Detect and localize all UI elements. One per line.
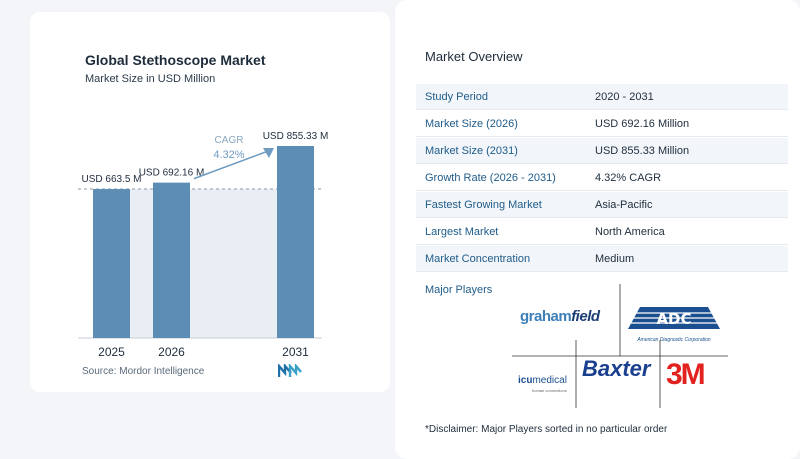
overview-row-value: Asia-Pacific [595,199,653,211]
graham-field-logo-text-1: graham [520,308,572,325]
overview-row-label: Growth Rate (2026 - 2031) [425,172,556,184]
overview-row-label: Study Period [425,91,488,103]
overview-row-value: USD 855.33 Million [595,145,690,157]
overview-title: Market Overview [425,49,523,64]
overview-row-value: 4.32% CAGR [595,172,662,184]
overview-row-value: North America [595,226,665,238]
adc-logo-text: ADC [656,310,691,328]
disclaimer: *Disclaimer: Major Players sorted in no … [425,424,668,435]
cagr-arrow-head [263,148,274,158]
x-tick-2031: 2031 [282,345,309,359]
overview-row-value: Medium [595,253,635,265]
overview-card [395,0,800,459]
overview-row-value: 2020 - 2031 [595,91,654,103]
baxter-logo-text: Baxter [582,356,651,381]
x-tick-2026: 2026 [158,345,185,359]
baxter-logo: Baxter [582,356,650,382]
forecast-shade [130,189,277,338]
bar-2026 [153,182,190,338]
overview-row-label: Fastest Growing Market [425,199,542,211]
3m-logo-text: 3M [666,358,706,391]
chart-subtitle: Market Size in USD Million [85,73,216,85]
overview-row: Market Concentration Medium [416,246,788,272]
3m-logo: 3M [666,358,706,392]
mordor-logo-icon [278,364,302,377]
chart-title: Global Stethoscope Market [85,52,266,68]
overview-row-label: Market Size (2026) [425,118,518,130]
graham-field-logo-text-2: field [571,308,600,325]
overview-row-label: Market Concentration [425,253,531,265]
icu-logo-text-1: icu [518,375,533,386]
cagr-arrow [193,149,272,180]
value-label-2031: USD 855.33 M [263,131,329,142]
cagr-label: CAGR [215,135,244,146]
bar-2031 [277,146,314,338]
value-label-2025: USD 663.5 M [81,174,141,185]
overview-row: Largest Market North America [416,219,788,245]
icu-caption: human connections [532,388,567,393]
bar-2025 [93,189,130,338]
adc-logo: ADC American Diagnostic Corporation [626,305,722,343]
graham-field-logo: grahamfield [520,308,600,326]
bar-chart: USD 663.5 M 2025 USD 692.16 M 2026 USD 855.3… [78,131,329,359]
overview-row: Market Size (2026) USD 692.16 Million [416,111,788,137]
logo-grid [512,284,728,408]
overview-row-label: Largest Market [425,226,499,238]
adc-caption: American Diagnostic Corporation [637,337,711,343]
overview-row: Study Period 2020 - 2031 [416,84,788,110]
overview-row: Market Size (2031) USD 855.33 Million [416,138,788,164]
x-tick-2025: 2025 [98,345,125,359]
overview-row-value: USD 692.16 Million [595,118,690,130]
adc-logo-mark-icon: ADC [628,307,720,329]
players-title: Major Players [425,284,493,296]
overview-row-label: Market Size (2031) [425,145,518,157]
cagr-value: 4.32% [213,149,244,161]
icu-logo-text-2: medical [532,375,567,386]
overview-row: Growth Rate (2026 - 2031) 4.32% CAGR [416,165,788,191]
icu-medical-logo: icumedical human connections [518,370,567,393]
source-note: Source: Mordor Intelligence [82,366,205,377]
value-label-2026: USD 692.16 M [139,168,205,179]
overview-row: Fastest Growing Market Asia-Pacific [416,192,788,218]
